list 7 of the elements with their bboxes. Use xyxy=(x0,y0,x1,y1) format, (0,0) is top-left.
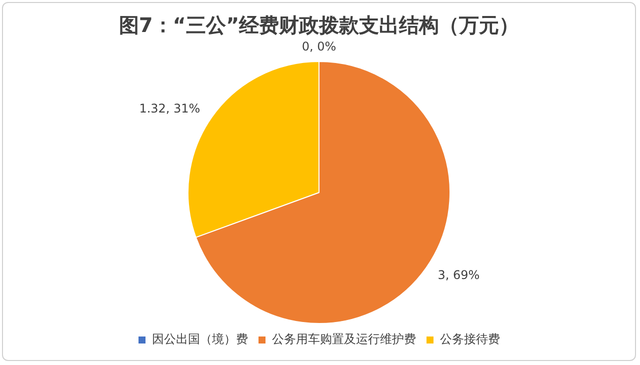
text: 0, 0% xyxy=(302,40,336,54)
chart-title: 图7：“三公”经费财政拨款支出结构（万元） xyxy=(118,13,520,38)
legend-label: 公务用车购置及运行维护费 xyxy=(272,332,416,346)
data-label: 1.32, 31% xyxy=(139,101,200,116)
legend-label: 公务接待费 xyxy=(440,332,500,346)
legend-label: 因公出国（境）费 xyxy=(152,332,248,346)
data-label: 3, 69% xyxy=(438,268,480,282)
